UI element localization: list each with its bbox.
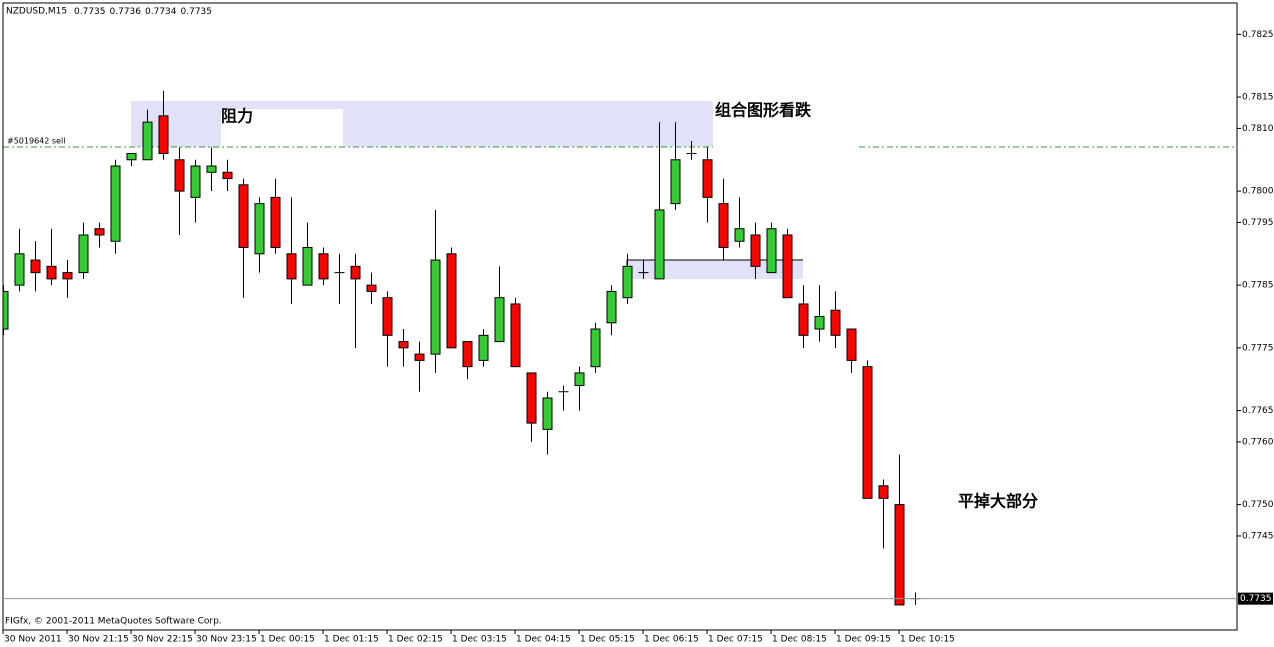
- candle-body: [78, 234, 89, 274]
- candle-body: [398, 341, 409, 349]
- x-tick-label: 1 Dec 06:15: [644, 635, 699, 645]
- candle-body: [206, 165, 217, 173]
- y-tick-label: 0.7785: [1242, 281, 1274, 291]
- candle-body: [830, 309, 841, 336]
- candle-body: [718, 203, 729, 249]
- x-tick-label: 1 Dec 09:15: [836, 635, 891, 645]
- candle-body: [46, 265, 57, 280]
- header-value: 0.7735: [74, 7, 106, 17]
- candle-body: [878, 485, 889, 499]
- candle-body: [446, 253, 457, 349]
- x-tick-label: 30 Nov 22:15: [132, 635, 193, 645]
- x-tick-label: 1 Dec 07:15: [708, 635, 763, 645]
- candle-body: [494, 297, 505, 343]
- candle-body: [862, 366, 873, 499]
- candle-body: [430, 259, 441, 355]
- candle-body: [254, 203, 265, 255]
- x-tick-label: 1 Dec 08:15: [772, 635, 827, 645]
- candle-body: [670, 159, 681, 205]
- last-price-label: 0.7735: [1240, 594, 1272, 604]
- symbol: NZDUSD,M15: [6, 7, 67, 17]
- y-tick-label: 0.7775: [1242, 343, 1274, 353]
- y-tick-label: 0.7760: [1242, 437, 1274, 447]
- y-tick-label: 0.7800: [1242, 187, 1274, 197]
- candle-body: [30, 259, 41, 274]
- candle-body: [62, 272, 73, 280]
- candle-body: [814, 316, 825, 330]
- candle-body: [174, 159, 185, 192]
- candle-body: [270, 196, 281, 249]
- candle-body: [526, 372, 537, 424]
- candle-body: [574, 372, 585, 386]
- candle-body: [702, 159, 713, 198]
- frame: [2, 2, 1238, 631]
- candle-body: [606, 290, 617, 324]
- header-value: 0.7735: [181, 7, 213, 17]
- candle-body: [126, 152, 137, 161]
- x-tick-label: 30 Nov 2011: [4, 635, 62, 645]
- y-tick-label: 0.7825: [1242, 30, 1274, 40]
- candle-body: [846, 328, 857, 361]
- candle-body: [158, 115, 169, 154]
- last-price-box: [1238, 592, 1273, 605]
- y-tick-label: 0.7765: [1242, 406, 1274, 416]
- candle-body: [894, 504, 905, 606]
- pattern-zone: [627, 260, 803, 279]
- header-values: 0.7735 0.7736 0.7734 0.7735: [74, 7, 212, 17]
- candle-body: [142, 121, 153, 161]
- candle-body: [286, 253, 297, 280]
- y-tick-label: 0.7795: [1242, 218, 1274, 228]
- order-label: #5019642 sell: [7, 137, 65, 146]
- x-tick-label: 30 Nov 21:15: [68, 635, 129, 645]
- candle-body: [190, 165, 201, 198]
- candle-body: [222, 171, 233, 180]
- candle-body: [750, 234, 761, 267]
- candle-body: [302, 247, 313, 286]
- candle-body: [14, 253, 25, 286]
- candle-body: [542, 397, 553, 430]
- drawings: #5019642 sell 阻力 组合图形看跌 平掉大部分: [3, 101, 1237, 511]
- candles: [3, 90, 921, 606]
- header-value: 0.7734: [145, 7, 177, 17]
- candle-body: [782, 234, 793, 299]
- candle-body: [478, 334, 489, 361]
- x-tick-label: 1 Dec 01:15: [324, 635, 379, 645]
- candle-body: [350, 265, 361, 280]
- candle-body: [622, 265, 633, 299]
- y-tick-label: 0.7745: [1242, 531, 1274, 541]
- candle-body: [110, 165, 121, 242]
- candle-body: [798, 303, 809, 336]
- x-tick-label: 1 Dec 04:15: [516, 635, 571, 645]
- candle-body: [414, 353, 425, 361]
- y-tick-label: 0.7815: [1242, 93, 1274, 103]
- copyright: FIGfx, © 2001-2011 MetaQuotes Software C…: [5, 617, 222, 627]
- candle-body: [510, 303, 521, 368]
- candle-body: [766, 228, 777, 274]
- x-tick-label: 1 Dec 05:15: [580, 635, 635, 645]
- candle-body: [654, 209, 665, 280]
- candle-body: [590, 328, 601, 368]
- x-tick-label: 1 Dec 10:15: [900, 635, 955, 645]
- x-tick-label: 1 Dec 00:15: [260, 635, 315, 645]
- candle-body: [94, 228, 105, 236]
- candle-body: [734, 228, 745, 242]
- annotation: 平掉大部分: [958, 492, 1038, 511]
- resistance-zone: [131, 101, 713, 147]
- candle-body: [366, 284, 377, 292]
- x-tick-label: 1 Dec 02:15: [388, 635, 443, 645]
- x-tick-label: 30 Nov 23:15: [196, 635, 257, 645]
- header-value: 0.7736: [110, 7, 142, 17]
- candle-body: [382, 297, 393, 336]
- candle-body: [462, 341, 473, 368]
- candle-body: [238, 184, 249, 249]
- x-tick-label: 1 Dec 03:15: [452, 635, 507, 645]
- y-tick-label: 0.7750: [1242, 500, 1274, 510]
- label-box: [221, 109, 343, 147]
- annotation: 组合图形看跌: [715, 101, 812, 120]
- y-tick-label: 0.7810: [1242, 124, 1274, 134]
- candle-body: [318, 253, 329, 280]
- annotation: 阻力: [221, 107, 253, 126]
